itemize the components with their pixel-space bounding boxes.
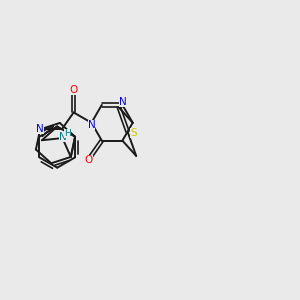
Text: N: N	[118, 97, 126, 107]
Text: N: N	[36, 124, 44, 134]
Text: N: N	[88, 120, 95, 130]
Text: S: S	[130, 128, 137, 138]
Text: H: H	[64, 130, 71, 139]
Text: N: N	[58, 132, 66, 142]
Text: O: O	[70, 85, 78, 95]
Text: O: O	[84, 154, 93, 164]
